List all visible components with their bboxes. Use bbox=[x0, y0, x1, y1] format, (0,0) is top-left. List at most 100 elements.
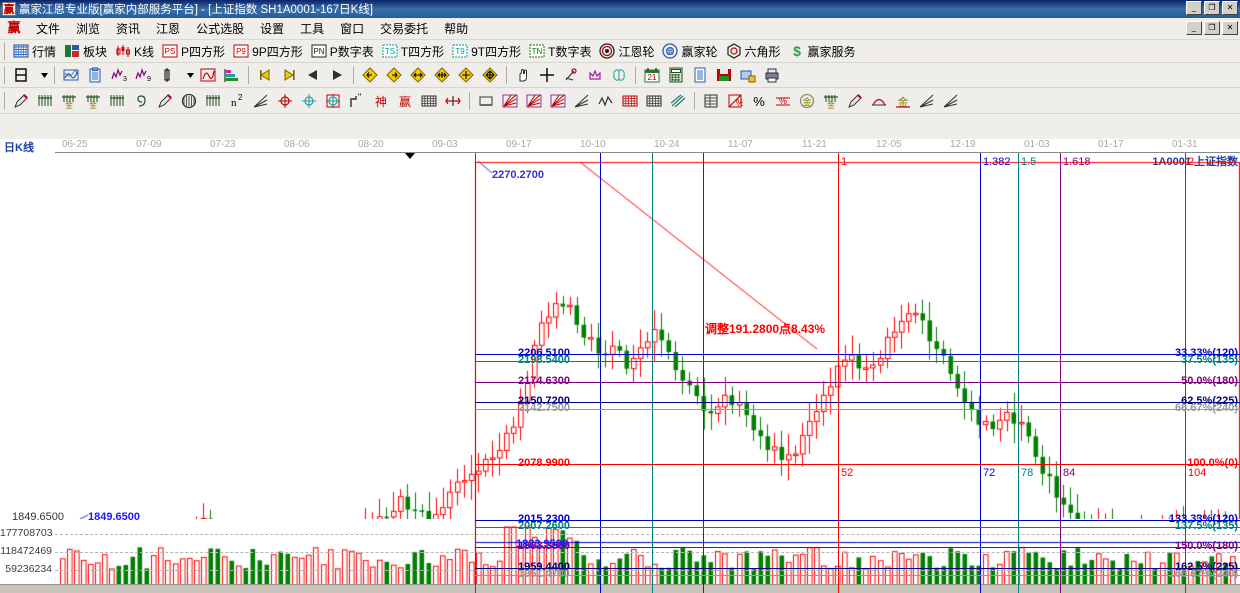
gold-grid-2-button[interactable]: 金 bbox=[82, 91, 104, 111]
gold-circle-button[interactable]: 金 bbox=[796, 91, 818, 111]
close-button[interactable]: ✕ bbox=[1222, 1, 1238, 15]
highlight-pen-button[interactable] bbox=[154, 91, 176, 111]
percent-button[interactable]: % bbox=[748, 91, 770, 111]
price-plot[interactable] bbox=[0, 153, 1240, 519]
ying-button[interactable]: 赢 bbox=[394, 91, 416, 111]
dropdown-arrow-button[interactable] bbox=[34, 65, 49, 85]
toolbar-p-square[interactable]: PS P四方形 bbox=[159, 41, 228, 61]
fan-red-button[interactable] bbox=[499, 91, 521, 111]
gold-grid-1-button[interactable]: 金 bbox=[58, 91, 80, 111]
fan-lines-button[interactable] bbox=[250, 91, 272, 111]
spiral-button[interactable] bbox=[130, 91, 152, 111]
ma3-button[interactable]: 3 bbox=[108, 65, 130, 85]
gann-grid-button[interactable] bbox=[34, 91, 56, 111]
gold-bar-button[interactable]: 金 bbox=[892, 91, 914, 111]
percent-line-button[interactable]: % bbox=[772, 91, 794, 111]
zigzag-button[interactable] bbox=[595, 91, 617, 111]
overlay-button[interactable] bbox=[60, 65, 82, 85]
ma9-button[interactable]: 9 bbox=[132, 65, 154, 85]
print-preview-button[interactable] bbox=[737, 65, 759, 85]
calendar-button[interactable]: 21 bbox=[641, 65, 663, 85]
menu-item-formula-stock-pick[interactable]: 公式选股 bbox=[196, 22, 245, 36]
menu-item-tools[interactable]: 工具 bbox=[300, 22, 325, 36]
toolbar-sector-blocks[interactable]: 板块 bbox=[61, 41, 110, 61]
grid-black-button[interactable] bbox=[643, 91, 665, 111]
grid-mesh-button[interactable] bbox=[418, 91, 440, 111]
toolbar-t-number-table[interactable]: TN T数字表 bbox=[526, 41, 594, 61]
span-arrow-button[interactable] bbox=[442, 91, 464, 111]
hand-tool-button[interactable] bbox=[512, 65, 534, 85]
toolbar-winner-wheel[interactable]: 赢赢家轮 bbox=[659, 41, 720, 61]
menu-item-trade[interactable]: 交易委托 bbox=[380, 22, 429, 36]
target-button[interactable] bbox=[274, 91, 296, 111]
slope-f-button[interactable] bbox=[940, 91, 962, 111]
menu-item-help[interactable]: 帮助 bbox=[444, 22, 469, 36]
menu-item-settings[interactable]: 设置 bbox=[260, 22, 285, 36]
toolbar-p9-square[interactable]: P9 9P四方形 bbox=[230, 41, 306, 61]
notepad-button[interactable] bbox=[689, 65, 711, 85]
angle-line-button[interactable] bbox=[571, 91, 593, 111]
comb-grid-button[interactable] bbox=[202, 91, 224, 111]
save-button[interactable] bbox=[713, 65, 735, 85]
period-day-button[interactable] bbox=[10, 65, 32, 85]
prev-button[interactable] bbox=[302, 65, 324, 85]
last-page-button[interactable] bbox=[278, 65, 300, 85]
frame-button[interactable] bbox=[475, 91, 497, 111]
box-target-button[interactable] bbox=[322, 91, 344, 111]
color-bars-button[interactable] bbox=[221, 65, 243, 85]
menu-item-window[interactable]: 窗口 bbox=[340, 22, 365, 36]
dropdown-arrow-2-button[interactable] bbox=[180, 65, 195, 85]
clipboard-button[interactable] bbox=[84, 65, 106, 85]
toolbar-p-number-table[interactable]: PN P数字表 bbox=[308, 41, 377, 61]
pen-tool-button[interactable] bbox=[10, 91, 32, 111]
window-controls[interactable]: _ ❐ ✕ bbox=[1186, 1, 1238, 15]
first-page-button[interactable] bbox=[254, 65, 276, 85]
chart-area[interactable]: 06-25 07-09 07-23 08-06 08-20 09-03 09-17 10-10… bbox=[0, 139, 1240, 593]
menu-item-file[interactable]: 文件 bbox=[36, 22, 61, 36]
toolbar-t9-square[interactable]: T9 9T四方形 bbox=[449, 41, 524, 61]
crosshair-button[interactable] bbox=[536, 65, 558, 85]
diamond-horizontal-button[interactable] bbox=[407, 65, 429, 85]
toolbar-kline[interactable]: K线 bbox=[112, 41, 157, 61]
next-button[interactable] bbox=[326, 65, 348, 85]
diamond-left-button[interactable] bbox=[359, 65, 381, 85]
pattern-button[interactable] bbox=[197, 65, 219, 85]
toolbar-hexagon[interactable]: 六角形 bbox=[723, 41, 784, 61]
gold-line-button[interactable]: 金 bbox=[820, 91, 842, 111]
f-grid-button[interactable] bbox=[106, 91, 128, 111]
mdi-minimize-button[interactable]: _ bbox=[1186, 21, 1202, 35]
mdi-close-button[interactable]: ✕ bbox=[1222, 21, 1238, 35]
box-lines-button[interactable] bbox=[547, 91, 569, 111]
mdi-restore-button[interactable]: ❐ bbox=[1204, 21, 1220, 35]
toolbar-winner-service[interactable]: $ 赢家服务 bbox=[786, 41, 859, 61]
diamond-expand-button[interactable] bbox=[431, 65, 453, 85]
pen-red-button[interactable] bbox=[844, 91, 866, 111]
target-teal-button[interactable] bbox=[298, 91, 320, 111]
step-line-button[interactable]: " bbox=[346, 91, 368, 111]
candle-style-button[interactable] bbox=[156, 65, 178, 85]
toolbar-market-grid[interactable]: 行情 bbox=[10, 41, 59, 61]
menu-item-browse[interactable]: 浏览 bbox=[76, 22, 101, 36]
volume-canvas[interactable] bbox=[0, 519, 1240, 593]
minimize-button[interactable]: _ bbox=[1186, 1, 1202, 15]
printer-button[interactable] bbox=[761, 65, 783, 85]
menu-item-gann[interactable]: 江恩 bbox=[156, 22, 181, 36]
menu-item-news[interactable]: 资讯 bbox=[116, 22, 141, 36]
fan-box-button[interactable] bbox=[523, 91, 545, 111]
toolbar-t-square[interactable]: TS T四方形 bbox=[379, 41, 447, 61]
brain-button[interactable] bbox=[608, 65, 630, 85]
percent-chart-button[interactable]: % bbox=[724, 91, 746, 111]
arc-red-button[interactable] bbox=[868, 91, 890, 111]
mdi-window-controls[interactable]: _ ❐ ✕ bbox=[1186, 21, 1238, 35]
diamond-move-button[interactable] bbox=[479, 65, 501, 85]
grid-red-button[interactable] bbox=[619, 91, 641, 111]
diamond-cross-button[interactable] bbox=[455, 65, 477, 85]
slope-red-button[interactable] bbox=[916, 91, 938, 111]
shen-button[interactable]: 神 bbox=[370, 91, 392, 111]
maximize-button[interactable]: ❐ bbox=[1204, 1, 1220, 15]
volume-plot[interactable]: 177708703 118472469 59236234 bbox=[0, 519, 1240, 593]
parallel-lines-button[interactable] bbox=[667, 91, 689, 111]
diamond-right-button[interactable] bbox=[383, 65, 405, 85]
scissors-button[interactable] bbox=[560, 65, 582, 85]
